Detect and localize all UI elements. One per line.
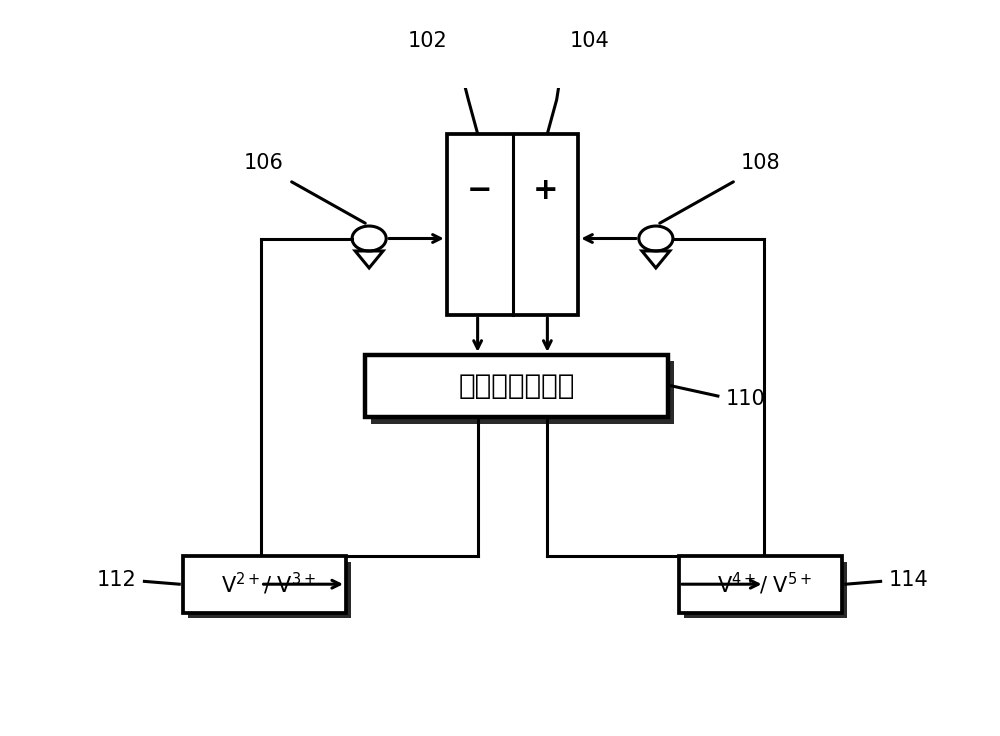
Bar — [679, 556, 842, 612]
Text: 114: 114 — [888, 570, 928, 590]
Text: $\mathregular{V^{4+}}$/ $\mathregular{V^{5+}}$: $\mathregular{V^{4+}}$/ $\mathregular{V^… — [717, 571, 812, 598]
Bar — [188, 562, 351, 618]
Text: $\mathregular{V^{2+}}$/ $\mathregular{V^{3+}}$: $\mathregular{V^{2+}}$/ $\mathregular{V^… — [221, 571, 316, 598]
Bar — [183, 556, 346, 612]
Text: 110: 110 — [726, 389, 765, 409]
Bar — [365, 355, 668, 417]
Bar — [684, 562, 847, 618]
Bar — [371, 361, 674, 424]
Text: 112: 112 — [97, 570, 137, 590]
Text: 电解质分析设备: 电解质分析设备 — [458, 372, 575, 400]
Text: −: − — [467, 176, 492, 205]
Bar — [447, 134, 578, 315]
Text: +: + — [533, 176, 558, 205]
Text: 108: 108 — [741, 153, 781, 174]
Text: 104: 104 — [570, 32, 610, 52]
Text: 106: 106 — [244, 153, 284, 174]
Text: 102: 102 — [407, 32, 447, 52]
